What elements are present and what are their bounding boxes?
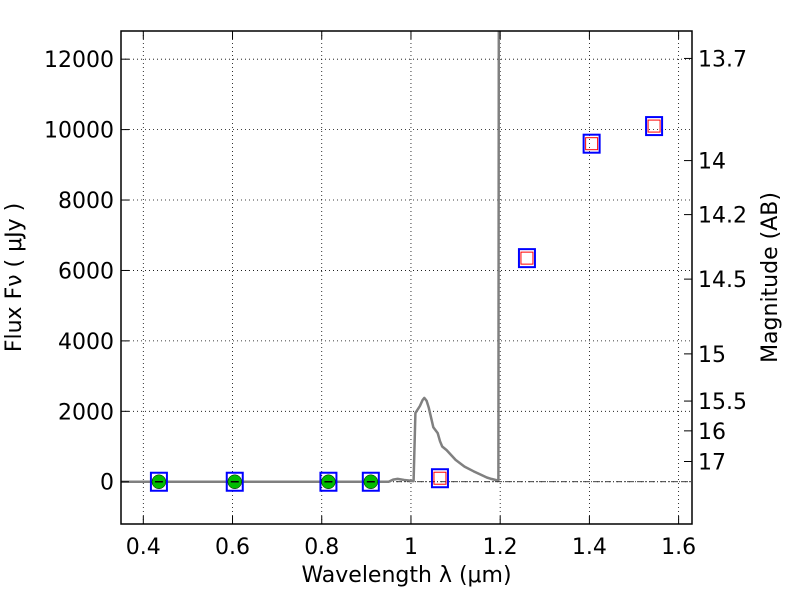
series-layer [121, 31, 501, 483]
x-tick-label: 0.8 [304, 535, 339, 560]
x-tick-label: 0.6 [215, 535, 250, 560]
model-photometry-square [361, 471, 380, 492]
x-tick-label: 1 [404, 535, 418, 560]
y-axis-label: Flux Fν ( μJy ) [2, 203, 27, 352]
model-photometry-square [225, 471, 244, 492]
right-tick-label: 15.5 [698, 390, 747, 415]
right-tick-label: 14.5 [698, 268, 747, 293]
y-tick-label: 2000 [58, 400, 114, 425]
right-tick-label: 13.7 [698, 47, 747, 72]
y-axis-right-label: Magnitude (AB) [758, 192, 783, 363]
x-tick-label: 1.2 [483, 535, 518, 560]
model-photometry-square [430, 468, 449, 489]
plot-frame [120, 30, 693, 525]
upper-limit-square [520, 251, 534, 265]
x-tick-label: 1.4 [572, 535, 607, 560]
model-photometry-square [149, 471, 168, 492]
y-tick-label: 0 [100, 471, 114, 496]
y-tick-label: 12000 [44, 48, 114, 73]
x-axis-label: Wavelength λ (μm) [301, 563, 511, 588]
right-tick-label: 16 [698, 420, 726, 445]
upper-limit-square [433, 471, 447, 485]
right-tick-label: 17 [698, 450, 726, 475]
y-axis-right: 13.7 14 14.2 14.5 15 15.5 16 17 [684, 47, 747, 475]
upper-limit-square [647, 119, 661, 133]
x-tick-label: 0.4 [126, 535, 161, 560]
spectrum-line [121, 31, 501, 483]
y-axis-left: 0 2000 4000 6000 8000 10000 12000 [44, 48, 129, 496]
y-tick-label: 10000 [44, 119, 114, 144]
model-photometry-square [645, 116, 664, 137]
model-photometry-square [319, 471, 338, 492]
upper-limit-square [585, 137, 599, 151]
grid [121, 31, 692, 524]
y-tick-label: 4000 [58, 330, 114, 355]
x-tick-label: 1.6 [661, 535, 696, 560]
right-tick-label: 15 [698, 343, 726, 368]
right-tick-label: 14.2 [698, 204, 747, 229]
model-photometry-square [582, 133, 601, 154]
markers-layer [149, 116, 664, 492]
y-tick-label: 6000 [58, 259, 114, 284]
y-tick-label: 8000 [58, 189, 114, 214]
model-photometry-square [517, 248, 536, 269]
right-tick-label: 14 [698, 150, 726, 175]
x-axis: 0.4 0.6 0.8 1 1.2 1.4 1.6 [126, 31, 696, 560]
